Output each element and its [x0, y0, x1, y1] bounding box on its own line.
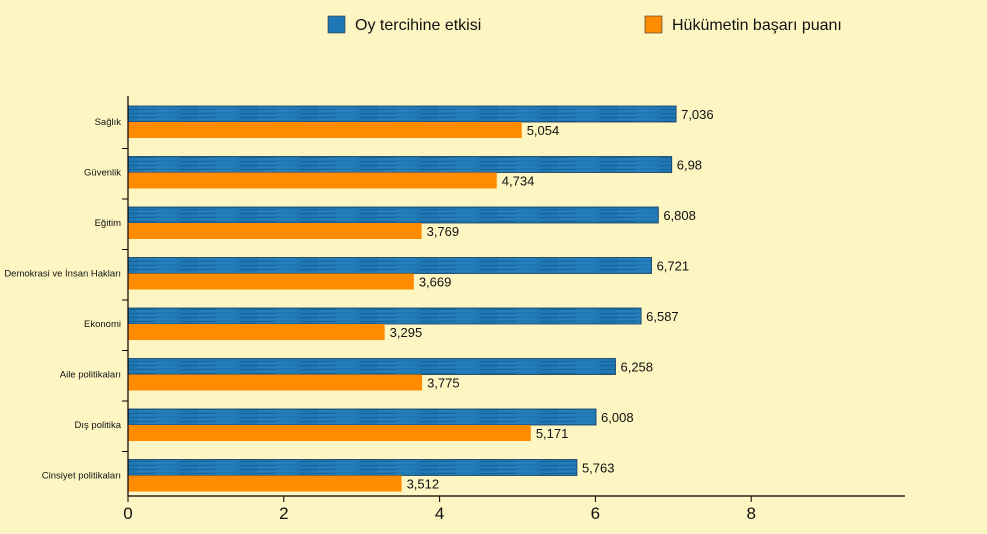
bar-1-5 [127, 307, 642, 325]
x-tick-label-3: 4 [435, 504, 444, 523]
bar-value-label: 4,734 [502, 174, 535, 189]
bar-value-label: 6,587 [646, 309, 679, 324]
legend-swatch-2 [644, 15, 663, 34]
bar-1-1 [127, 105, 677, 123]
bar-2-3 [128, 223, 422, 239]
bar-value-label: 3,512 [407, 477, 440, 492]
axes: Sağlık Güvenlik Eğitim Demokrasi ve İnsan H… [4, 96, 905, 523]
bar-value-label: 6,258 [620, 360, 653, 375]
bar-2-1 [128, 122, 522, 138]
legend-label-1: Oy tercihine etkisi [355, 17, 481, 34]
x-tick-label-4: 6 [591, 504, 600, 523]
x-tick-label-5: 8 [746, 504, 755, 523]
bar-value-label: 6,98 [677, 158, 702, 173]
category-label-3: Eğitim [95, 218, 121, 229]
bar-2-4 [128, 273, 414, 290]
category-label-2: Güvenlik [84, 168, 121, 179]
category-label-4: Demokrasi ve İnsan Hakları [4, 269, 121, 280]
legend: Oy tercihine etkisi Hükümetin başarı puan… [327, 15, 842, 34]
bar-2-7 [128, 425, 531, 441]
bar-value-label: 7,036 [681, 107, 714, 122]
category-label-7: Dış politika [75, 420, 122, 431]
x-tick-label-2: 2 [279, 504, 288, 523]
bar-2-8 [128, 475, 402, 492]
category-label-5: Ekonomi [84, 319, 121, 330]
bar-2-5 [128, 324, 385, 340]
legend-label-2: Hükümetin başarı puanı [672, 17, 842, 34]
bars: 7,036 5,054 6,98 4,734 6,808 3,769 6,721 3,669 6… [127, 105, 714, 492]
bar-1-6 [127, 358, 616, 375]
bar-value-label: 3,769 [427, 224, 460, 239]
category-label-6: Aile politikaları [60, 370, 121, 381]
bar-1-3 [127, 206, 659, 224]
bar-1-7 [127, 408, 597, 426]
bar-1-8 [127, 459, 578, 476]
bar-2-6 [128, 374, 423, 391]
bar-value-label: 3,295 [390, 325, 423, 340]
category-label-1: Sağlık [95, 117, 122, 128]
bar-2-2 [128, 172, 497, 189]
legend-swatch-1 [327, 15, 346, 34]
category-label-8: Cinsiyet politikaları [42, 471, 121, 482]
bar-value-label: 5,054 [527, 123, 560, 138]
bar-value-label: 6,721 [657, 259, 690, 274]
bar-value-label: 5,171 [536, 426, 569, 441]
bar-value-label: 6,008 [601, 410, 634, 425]
bar-value-label: 3,669 [419, 275, 452, 290]
x-tick-label-1: 0 [123, 504, 132, 523]
bar-1-4 [127, 257, 652, 274]
bar-value-label: 3,775 [427, 376, 460, 391]
bar-value-label: 5,763 [582, 461, 615, 476]
bar-value-label: 6,808 [663, 208, 696, 223]
bar-1-2 [127, 156, 673, 173]
